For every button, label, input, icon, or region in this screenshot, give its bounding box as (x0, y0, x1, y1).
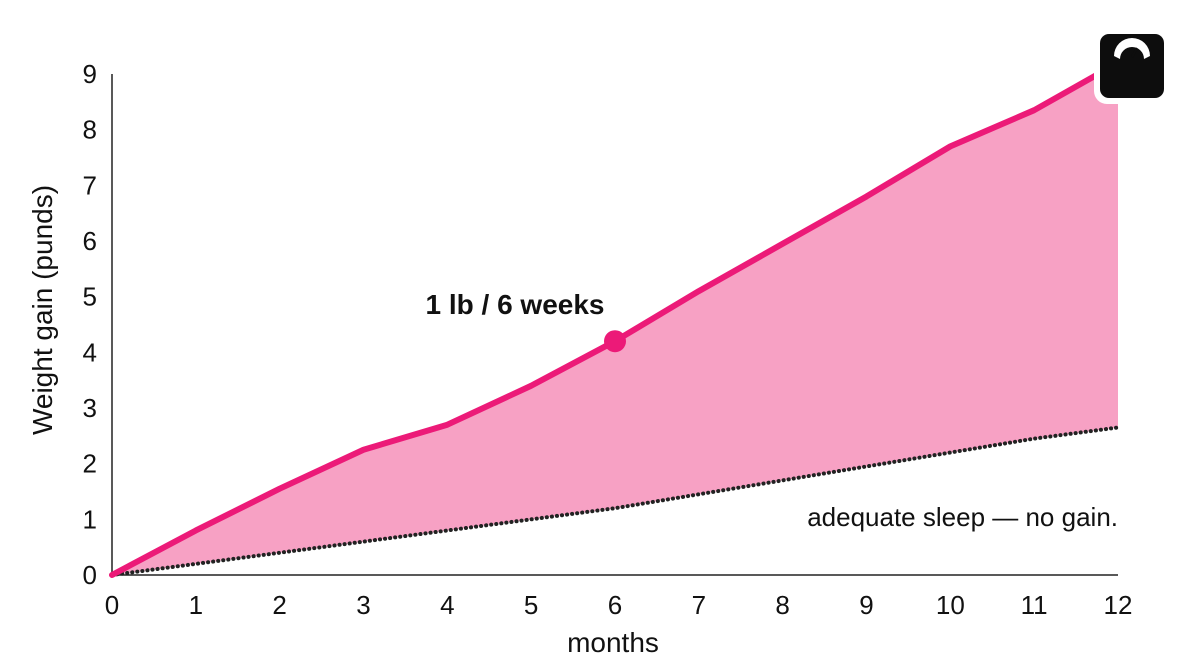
y-tick-label: 7 (83, 170, 97, 200)
y-tick-label: 8 (83, 115, 97, 145)
x-tick-label: 1 (189, 590, 203, 620)
y-tick-label: 1 (83, 504, 97, 534)
x-tick-label: 4 (440, 590, 454, 620)
rate-annotation: 1 lb / 6 weeks (426, 289, 605, 320)
x-tick-label: 12 (1104, 590, 1133, 620)
x-tick-label: 0 (105, 590, 119, 620)
x-tick-label: 8 (775, 590, 789, 620)
y-tick-label: 9 (83, 59, 97, 89)
y-tick-labels: 0 1 2 3 4 5 6 7 8 9 (83, 59, 97, 590)
x-tick-label: 10 (936, 590, 965, 620)
scale-icon (1094, 28, 1170, 104)
x-tick-labels: 0 1 2 3 4 5 6 7 8 9 10 11 12 (105, 590, 1133, 620)
x-tick-label: 6 (608, 590, 622, 620)
x-axis-label: months (567, 627, 659, 658)
y-axis-label: Weight gain (punds) (27, 185, 58, 435)
gain-area-fill (112, 62, 1118, 575)
y-tick-label: 2 (83, 449, 97, 479)
x-tick-label: 7 (692, 590, 706, 620)
no-gain-annotation: adequate sleep — no gain. (807, 502, 1118, 532)
x-tick-label: 9 (859, 590, 873, 620)
six-month-marker (604, 330, 626, 353)
x-tick-label: 2 (272, 590, 286, 620)
y-tick-label: 4 (83, 337, 97, 367)
x-tick-label: 11 (1021, 590, 1048, 620)
y-tick-label: 3 (83, 393, 97, 423)
y-tick-label: 0 (83, 560, 97, 590)
no-gain-baseline (110, 425, 1120, 577)
x-tick-label: 3 (356, 590, 370, 620)
y-tick-label: 6 (83, 226, 97, 256)
y-tick-label: 5 (83, 282, 97, 312)
x-tick-label: 5 (524, 590, 538, 620)
